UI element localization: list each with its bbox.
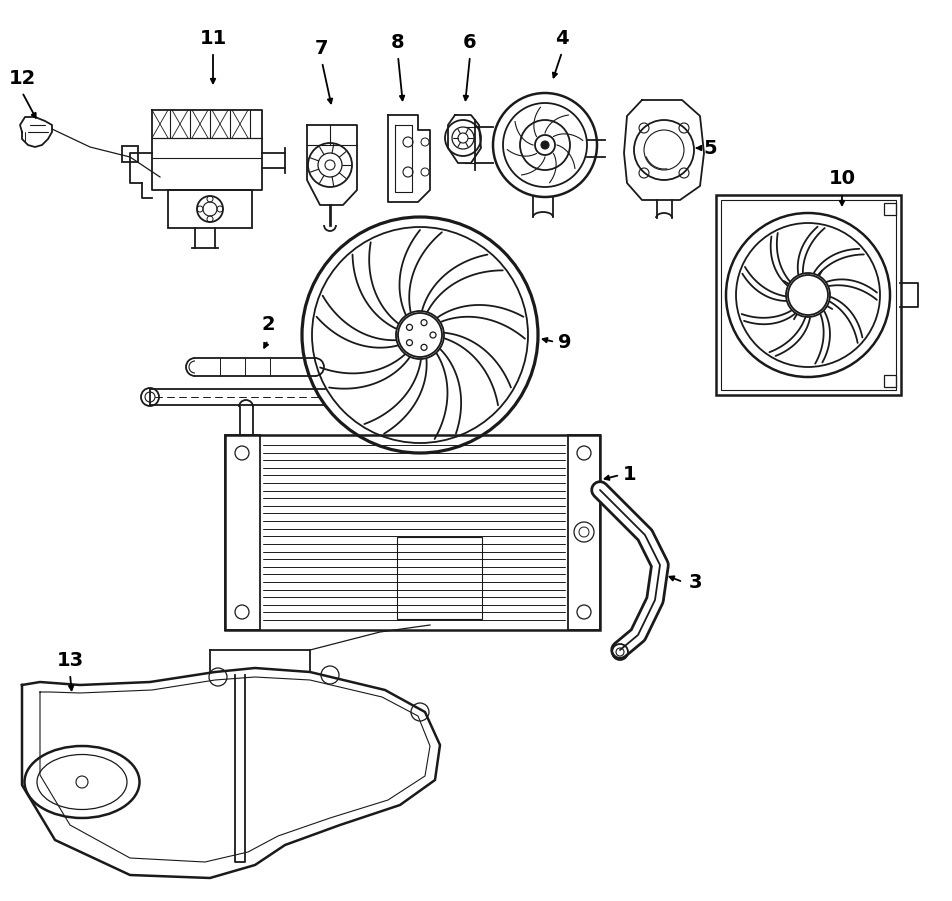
Bar bbox=[884, 203, 896, 215]
Text: 7: 7 bbox=[315, 39, 328, 58]
Text: 10: 10 bbox=[828, 168, 856, 187]
Bar bbox=[721, 200, 896, 390]
Bar bbox=[122, 146, 138, 162]
Text: 8: 8 bbox=[391, 32, 405, 51]
Text: 9: 9 bbox=[558, 332, 572, 351]
Text: 6: 6 bbox=[464, 32, 477, 51]
Text: 3: 3 bbox=[688, 572, 702, 591]
Bar bbox=[397, 537, 482, 619]
Bar bbox=[568, 435, 600, 630]
Bar bbox=[716, 195, 901, 395]
Circle shape bbox=[786, 273, 830, 317]
Bar bbox=[168, 190, 252, 228]
Text: 4: 4 bbox=[555, 29, 568, 48]
Circle shape bbox=[396, 311, 444, 359]
Circle shape bbox=[541, 141, 549, 149]
Text: 1: 1 bbox=[624, 466, 637, 485]
Text: 12: 12 bbox=[9, 68, 35, 87]
Text: 5: 5 bbox=[704, 139, 717, 158]
Text: 13: 13 bbox=[56, 651, 84, 669]
Bar bbox=[225, 435, 260, 630]
Text: 2: 2 bbox=[261, 315, 275, 334]
Bar bbox=[225, 435, 600, 630]
Text: 11: 11 bbox=[199, 29, 227, 48]
Bar bbox=[884, 375, 896, 387]
